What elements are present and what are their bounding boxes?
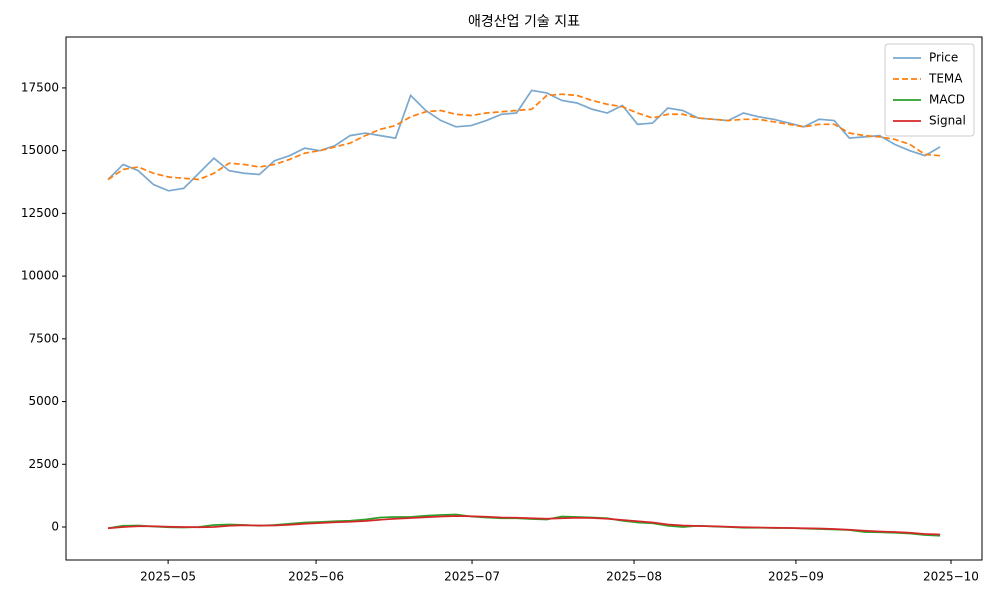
x-tick-label: 2025−06 [288, 570, 344, 584]
legend-label: MACD [929, 93, 965, 107]
y-tick-label: 7500 [28, 331, 59, 345]
y-tick-label: 2500 [28, 457, 59, 471]
series-line [107, 93, 941, 181]
chart-title: 애경산업 기술 지표 [468, 14, 580, 30]
legend-label: Price [929, 51, 958, 65]
x-tick-label: 2025−08 [606, 570, 662, 584]
legend-label: Signal [929, 114, 966, 128]
y-tick-label: 15000 [21, 143, 59, 157]
y-tick-label: 10000 [21, 269, 59, 283]
y-tick-label: 17500 [21, 80, 59, 94]
y-tick-label: 0 [51, 520, 59, 534]
x-tick-label: 2025−05 [140, 570, 196, 584]
legend-box [884, 43, 975, 137]
x-tick-label: 2025−09 [768, 570, 824, 584]
x-tick-label: 2025−07 [444, 570, 500, 584]
series-line [107, 89, 941, 192]
plot-frame [65, 36, 983, 561]
series-line [107, 515, 941, 536]
y-tick-label: 12500 [21, 206, 59, 220]
y-tick-label: 5000 [28, 394, 59, 408]
legend-label: TEMA [928, 72, 963, 86]
x-tick-label: 2025−10 [923, 570, 979, 584]
